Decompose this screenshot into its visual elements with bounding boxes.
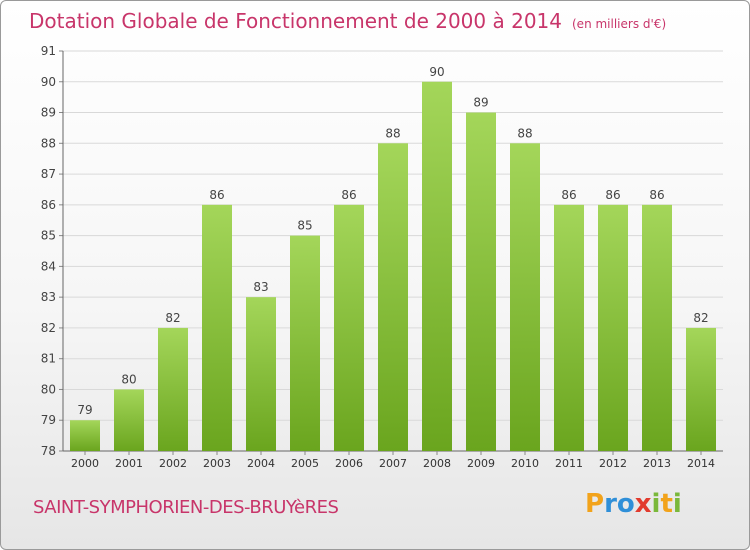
y-tick-label: 91 — [41, 44, 56, 58]
bar — [202, 204, 232, 451]
y-tick-label: 84 — [41, 259, 56, 273]
data-label: 88 — [517, 126, 532, 140]
x-tick-label: 2000 — [71, 457, 99, 470]
place-name: SAINT-SYMPHORIEN-DES-BRUYèRES — [33, 497, 339, 518]
x-tick-label: 2006 — [335, 457, 363, 470]
bars-layer — [70, 81, 716, 452]
bar — [158, 327, 188, 451]
data-label: 86 — [209, 188, 224, 202]
chart-title: Dotation Globale de Fonctionnement de 20… — [29, 9, 666, 33]
data-label: 82 — [693, 311, 708, 325]
x-tick-label: 2007 — [379, 457, 407, 470]
y-tick-label: 88 — [41, 136, 56, 150]
title-text: Dotation Globale de Fonctionnement de 20… — [29, 9, 562, 33]
x-tick-label: 2001 — [115, 457, 143, 470]
x-tick-label: 2005 — [291, 457, 319, 470]
y-tick-label: 83 — [41, 290, 56, 304]
bar — [70, 420, 100, 451]
data-label: 82 — [165, 311, 180, 325]
bar — [114, 389, 144, 451]
x-tick-label: 2014 — [687, 457, 715, 470]
bar — [422, 81, 452, 452]
bar — [246, 297, 276, 451]
logo-letter: i — [651, 489, 661, 519]
logo-letter: i — [672, 489, 682, 519]
data-label: 83 — [253, 280, 268, 294]
data-label: 85 — [297, 219, 312, 233]
x-tick-label: 2003 — [203, 457, 231, 470]
x-tick-label: 2012 — [599, 457, 627, 470]
x-tick-label: 2002 — [159, 457, 187, 470]
x-tick-label: 2008 — [423, 457, 451, 470]
y-tick-label: 85 — [41, 229, 56, 243]
bar — [598, 204, 628, 451]
logo-letter: o — [616, 489, 635, 519]
logo-letter: x — [634, 489, 652, 519]
data-label: 80 — [121, 372, 136, 386]
bar — [334, 204, 364, 451]
logo-letter: t — [660, 489, 673, 519]
data-label: 79 — [77, 403, 92, 417]
bar — [466, 112, 496, 452]
y-tick-label: 90 — [41, 75, 56, 89]
data-label: 88 — [385, 126, 400, 140]
x-tick-label: 2011 — [555, 457, 583, 470]
bar — [686, 327, 716, 451]
data-label: 90 — [429, 65, 444, 79]
logo-letter: P — [585, 489, 605, 519]
bar — [290, 235, 320, 451]
data-label: 89 — [473, 96, 488, 110]
y-tick-label: 87 — [41, 167, 56, 181]
bar — [554, 204, 584, 451]
y-tick-label: 79 — [41, 413, 56, 427]
data-label: 86 — [605, 188, 620, 202]
x-tick-label: 2010 — [511, 457, 539, 470]
y-tick-label: 78 — [41, 444, 56, 458]
y-tick-label: 89 — [41, 106, 56, 120]
proxiti-logo: Proxiti — [585, 489, 682, 519]
bar — [510, 143, 540, 452]
unit-text: (en milliers d'€) — [572, 17, 667, 31]
data-label: 86 — [561, 188, 576, 202]
data-label: 86 — [341, 188, 356, 202]
x-tick-label: 2013 — [643, 457, 671, 470]
x-tick-label: 2009 — [467, 457, 495, 470]
logo-letter: r — [604, 489, 617, 519]
y-tick-label: 81 — [41, 352, 56, 366]
y-tick-label: 80 — [41, 382, 56, 396]
bar — [642, 204, 672, 451]
y-tick-label: 82 — [41, 321, 56, 335]
x-tick-label: 2004 — [247, 457, 275, 470]
data-label: 86 — [649, 188, 664, 202]
labels-layer: 78 79 80 81 82 83 84 85 86 87 88 89 90 91 79 2000 80 2001… — [41, 44, 715, 470]
y-tick-label: 86 — [41, 198, 56, 212]
bar — [378, 143, 408, 452]
